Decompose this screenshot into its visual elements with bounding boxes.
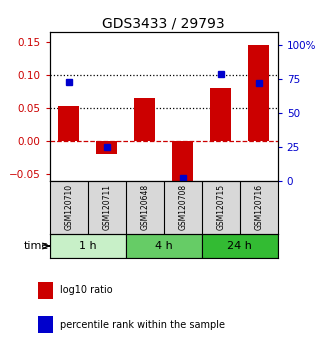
Text: time: time xyxy=(24,241,49,251)
Text: percentile rank within the sample: percentile rank within the sample xyxy=(60,320,225,330)
Bar xyxy=(210,88,231,141)
Bar xyxy=(38,316,53,333)
Bar xyxy=(172,141,193,184)
Bar xyxy=(58,106,79,141)
Text: GSM120711: GSM120711 xyxy=(102,184,111,230)
Bar xyxy=(248,45,269,141)
Text: GSM120715: GSM120715 xyxy=(216,184,225,230)
Text: GSM120648: GSM120648 xyxy=(140,184,149,230)
Text: 4 h: 4 h xyxy=(155,241,173,251)
Text: GSM120716: GSM120716 xyxy=(254,184,263,230)
Text: log10 ratio: log10 ratio xyxy=(60,285,113,295)
Text: GSM120710: GSM120710 xyxy=(64,184,73,230)
Title: GDS3433 / 29793: GDS3433 / 29793 xyxy=(102,17,225,31)
Text: 1 h: 1 h xyxy=(79,241,97,251)
Bar xyxy=(126,234,202,258)
Bar xyxy=(50,234,126,258)
Bar xyxy=(38,282,53,299)
Bar xyxy=(202,234,278,258)
Text: 24 h: 24 h xyxy=(227,241,252,251)
Bar xyxy=(96,141,117,154)
Text: GSM120708: GSM120708 xyxy=(178,184,187,230)
Bar xyxy=(134,98,155,141)
